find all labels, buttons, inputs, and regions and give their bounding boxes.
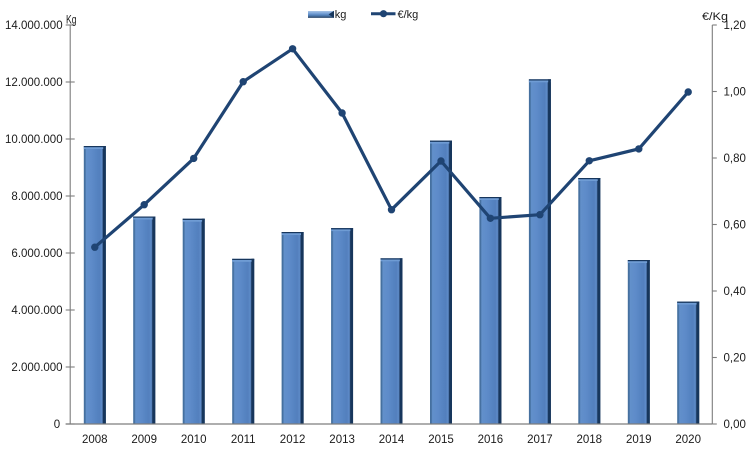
svg-text:2008: 2008	[82, 434, 108, 446]
svg-text:2011: 2011	[231, 434, 256, 446]
svg-text:2014: 2014	[379, 434, 405, 446]
svg-text:kg: kg	[335, 9, 347, 21]
svg-text:12.000.000: 12.000.000	[5, 77, 63, 89]
svg-text:0: 0	[54, 419, 60, 431]
svg-text:0,60: 0,60	[724, 220, 746, 232]
svg-text:2017: 2017	[527, 434, 553, 446]
svg-text:1,20: 1,20	[724, 20, 746, 32]
svg-text:4.000.000: 4.000.000	[11, 305, 62, 317]
svg-text:6.000.000: 6.000.000	[11, 248, 62, 260]
svg-text:10.000.000: 10.000.000	[5, 134, 63, 146]
svg-text:2012: 2012	[280, 434, 306, 446]
svg-text:2.000.000: 2.000.000	[11, 362, 62, 374]
svg-text:8.000.000: 8.000.000	[11, 191, 62, 203]
svg-text:14.000.000: 14.000.000	[5, 20, 63, 32]
svg-text:2016: 2016	[478, 434, 504, 446]
svg-text:2018: 2018	[577, 434, 603, 446]
svg-text:€/Kg: €/Kg	[702, 11, 728, 23]
svg-text:Kg: Kg	[66, 15, 77, 27]
svg-text:0,40: 0,40	[724, 286, 746, 298]
svg-text:0,20: 0,20	[724, 353, 746, 365]
svg-text:2020: 2020	[675, 434, 701, 446]
svg-text:1,00: 1,00	[724, 87, 746, 99]
svg-text:2013: 2013	[329, 434, 355, 446]
svg-text:2009: 2009	[131, 434, 157, 446]
svg-text:0,80: 0,80	[724, 153, 746, 165]
svg-text:€/kg: €/kg	[398, 9, 419, 21]
svg-text:2010: 2010	[181, 434, 207, 446]
svg-text:0,00: 0,00	[724, 419, 746, 431]
svg-text:2015: 2015	[428, 434, 454, 446]
svg-text:2019: 2019	[626, 434, 652, 446]
